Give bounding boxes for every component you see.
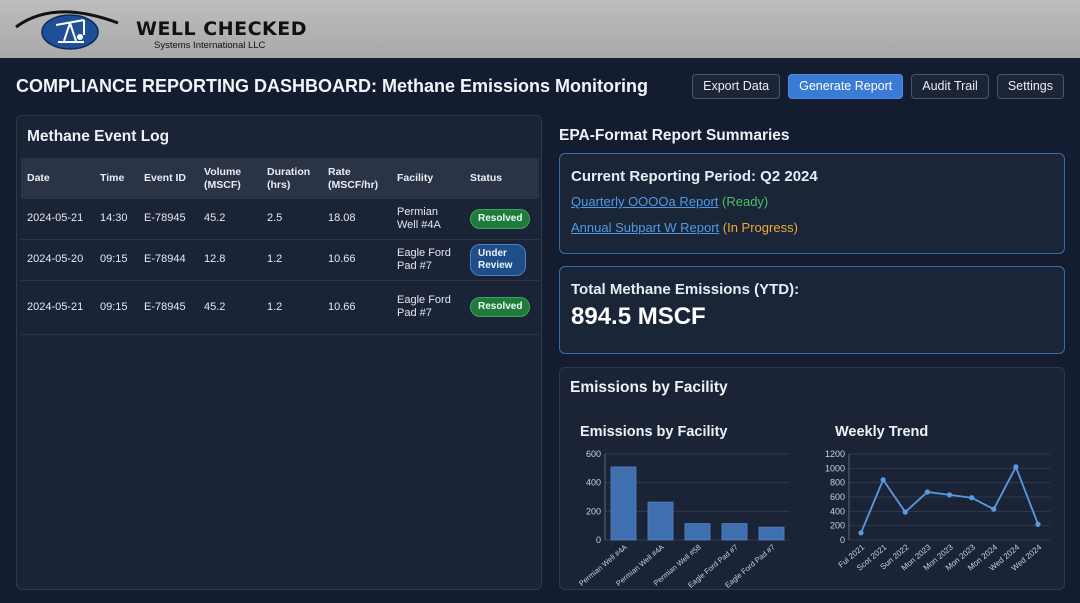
logo-title: WELL CHECKED (136, 18, 308, 40)
cell-status: Under Review (464, 239, 539, 281)
cell-facility: Eagle Ford Pad #7 (391, 239, 464, 281)
series-line (860, 464, 1039, 534)
report-item: Annual Subpart W Report (In Progress) (571, 220, 798, 235)
bar (758, 526, 785, 541)
table-row[interactable]: 2024-05-20 09:15 E-78944 12.8 1.2 10.66 … (21, 239, 539, 281)
bar (647, 501, 674, 541)
cell-duration: 2.5 (261, 199, 322, 240)
cell-duration: 1.2 (261, 239, 322, 281)
y-tick-label: 400 (586, 478, 601, 488)
cell-event-id: E-78945 (138, 280, 198, 335)
charts-panel: Emissions by Facility Emissions by Facil… (559, 367, 1065, 590)
settings-button[interactable]: Settings (996, 74, 1064, 99)
annual-report-link[interactable]: Annual Subpart W Report (571, 220, 720, 235)
audit-trail-button[interactable]: Audit Trail (911, 74, 989, 99)
status-badge[interactable]: Under Review (470, 243, 526, 276)
column-header-status[interactable]: Status (470, 172, 503, 184)
column-header-event-id[interactable]: Event ID (144, 172, 187, 184)
cell-rate: 10.66 (322, 239, 391, 281)
column-header-time[interactable]: Time (100, 172, 125, 184)
y-tick-label: 1000 (825, 463, 845, 473)
y-tick-label: 600 (830, 492, 845, 502)
total-emissions-value: 894.5 MSCF (571, 303, 706, 330)
line-chart-title: Weekly Trend (835, 424, 929, 440)
quarterly-report-link[interactable]: Quarterly OOOOa Report (571, 194, 719, 209)
table-row[interactable]: 2024-05-21 14:30 E-78945 45.2 2.5 18.08 … (21, 199, 539, 240)
bar-chart-title: Emissions by Facility (580, 424, 728, 440)
cell-duration: 1.2 (261, 280, 322, 335)
reporting-period-card: Current Reporting Period: Q2 2024 Quarte… (559, 153, 1065, 254)
status-badge[interactable]: Resolved (470, 208, 531, 229)
page-title: COMPLIANCE REPORTING DASHBOARD: Methane … (16, 76, 649, 96)
cell-status: Resolved (464, 199, 539, 240)
cell-event-id: E-78944 (138, 239, 198, 281)
column-header-rate[interactable]: Rate (MSCF/hr) (328, 165, 379, 191)
company-logo[interactable]: WELL CHECKED Systems International LLC (14, 5, 307, 53)
table-row[interactable]: 2024-05-21 09:15 E-78945 45.2 1.2 10.66 … (21, 280, 539, 335)
column-header-date[interactable]: Date (27, 172, 50, 184)
y-tick-label: 600 (586, 449, 601, 459)
charts-panel-title: Emissions by Facility (570, 379, 728, 396)
cell-time: 09:15 (94, 239, 138, 281)
cell-rate: 18.08 (322, 199, 391, 240)
cell-status: Resolved (464, 280, 539, 335)
data-point (946, 492, 953, 498)
export-data-button[interactable]: Export Data (692, 74, 781, 99)
data-point (1035, 521, 1041, 527)
cell-volume: 12.8 (198, 239, 261, 281)
data-point (858, 530, 864, 536)
y-tick-label: 200 (586, 506, 601, 516)
generate-report-button[interactable]: Generate Report (788, 74, 904, 99)
data-point (969, 495, 975, 501)
y-tick-label: 800 (830, 478, 845, 488)
pumpjack-logo-icon (15, 10, 119, 50)
report-status: (In Progress) (722, 220, 798, 235)
cell-volume: 45.2 (198, 280, 261, 335)
report-summaries-heading: EPA-Format Report Summaries (559, 127, 790, 144)
toolbar: Export Data Generate Report Audit Trail … (692, 74, 1064, 99)
status-badge[interactable]: Resolved (470, 297, 531, 317)
event-log-panel: Methane Event Log Date Time Event ID Vol… (16, 115, 542, 590)
column-header-volume[interactable]: Volume (MSCF) (204, 165, 242, 191)
cell-volume: 45.2 (198, 199, 261, 240)
reporting-period-title: Current Reporting Period: Q2 2024 (571, 168, 818, 185)
bar (610, 466, 637, 541)
total-emissions-card: Total Methane Emissions (YTD): 894.5 MSC… (559, 266, 1065, 354)
table-header-row: Date Time Event ID Volume (MSCF) Duratio… (21, 158, 539, 199)
bar (684, 523, 711, 541)
cell-facility: Eagle Ford Pad #7 (391, 280, 464, 335)
data-point (880, 477, 886, 483)
logo-subtitle: Systems International LLC (154, 40, 266, 51)
cell-date: 2024-05-21 (21, 280, 94, 335)
cell-date: 2024-05-20 (21, 239, 94, 281)
y-tick-label: 0 (840, 535, 845, 545)
data-point (902, 509, 908, 515)
bar (721, 523, 748, 541)
y-tick-label: 400 (830, 506, 845, 516)
y-tick-label: 1200 (825, 449, 845, 459)
cell-event-id: E-78945 (138, 199, 198, 240)
report-item: Quarterly OOOOa Report (Ready) (571, 194, 768, 209)
event-log-title: Methane Event Log (27, 128, 170, 145)
cell-rate: 10.66 (322, 280, 391, 335)
data-point (1013, 464, 1019, 470)
event-log-table: Date Time Event ID Volume (MSCF) Duratio… (21, 158, 539, 335)
column-header-facility[interactable]: Facility (397, 172, 434, 184)
cell-time: 09:15 (94, 280, 138, 335)
y-tick-label: 200 (830, 521, 845, 531)
data-point (924, 489, 930, 495)
total-emissions-label: Total Methane Emissions (YTD): (571, 281, 800, 298)
cell-time: 14:30 (94, 199, 138, 240)
top-bar: WELL CHECKED Systems International LLC (0, 0, 1080, 58)
y-tick-label: 0 (596, 535, 601, 545)
cell-date: 2024-05-21 (21, 199, 94, 240)
data-point (991, 506, 997, 512)
column-header-duration[interactable]: Duration (hrs) (267, 165, 311, 191)
cell-facility: Permian Well #4A (391, 199, 464, 240)
report-status: (Ready) (722, 194, 769, 209)
